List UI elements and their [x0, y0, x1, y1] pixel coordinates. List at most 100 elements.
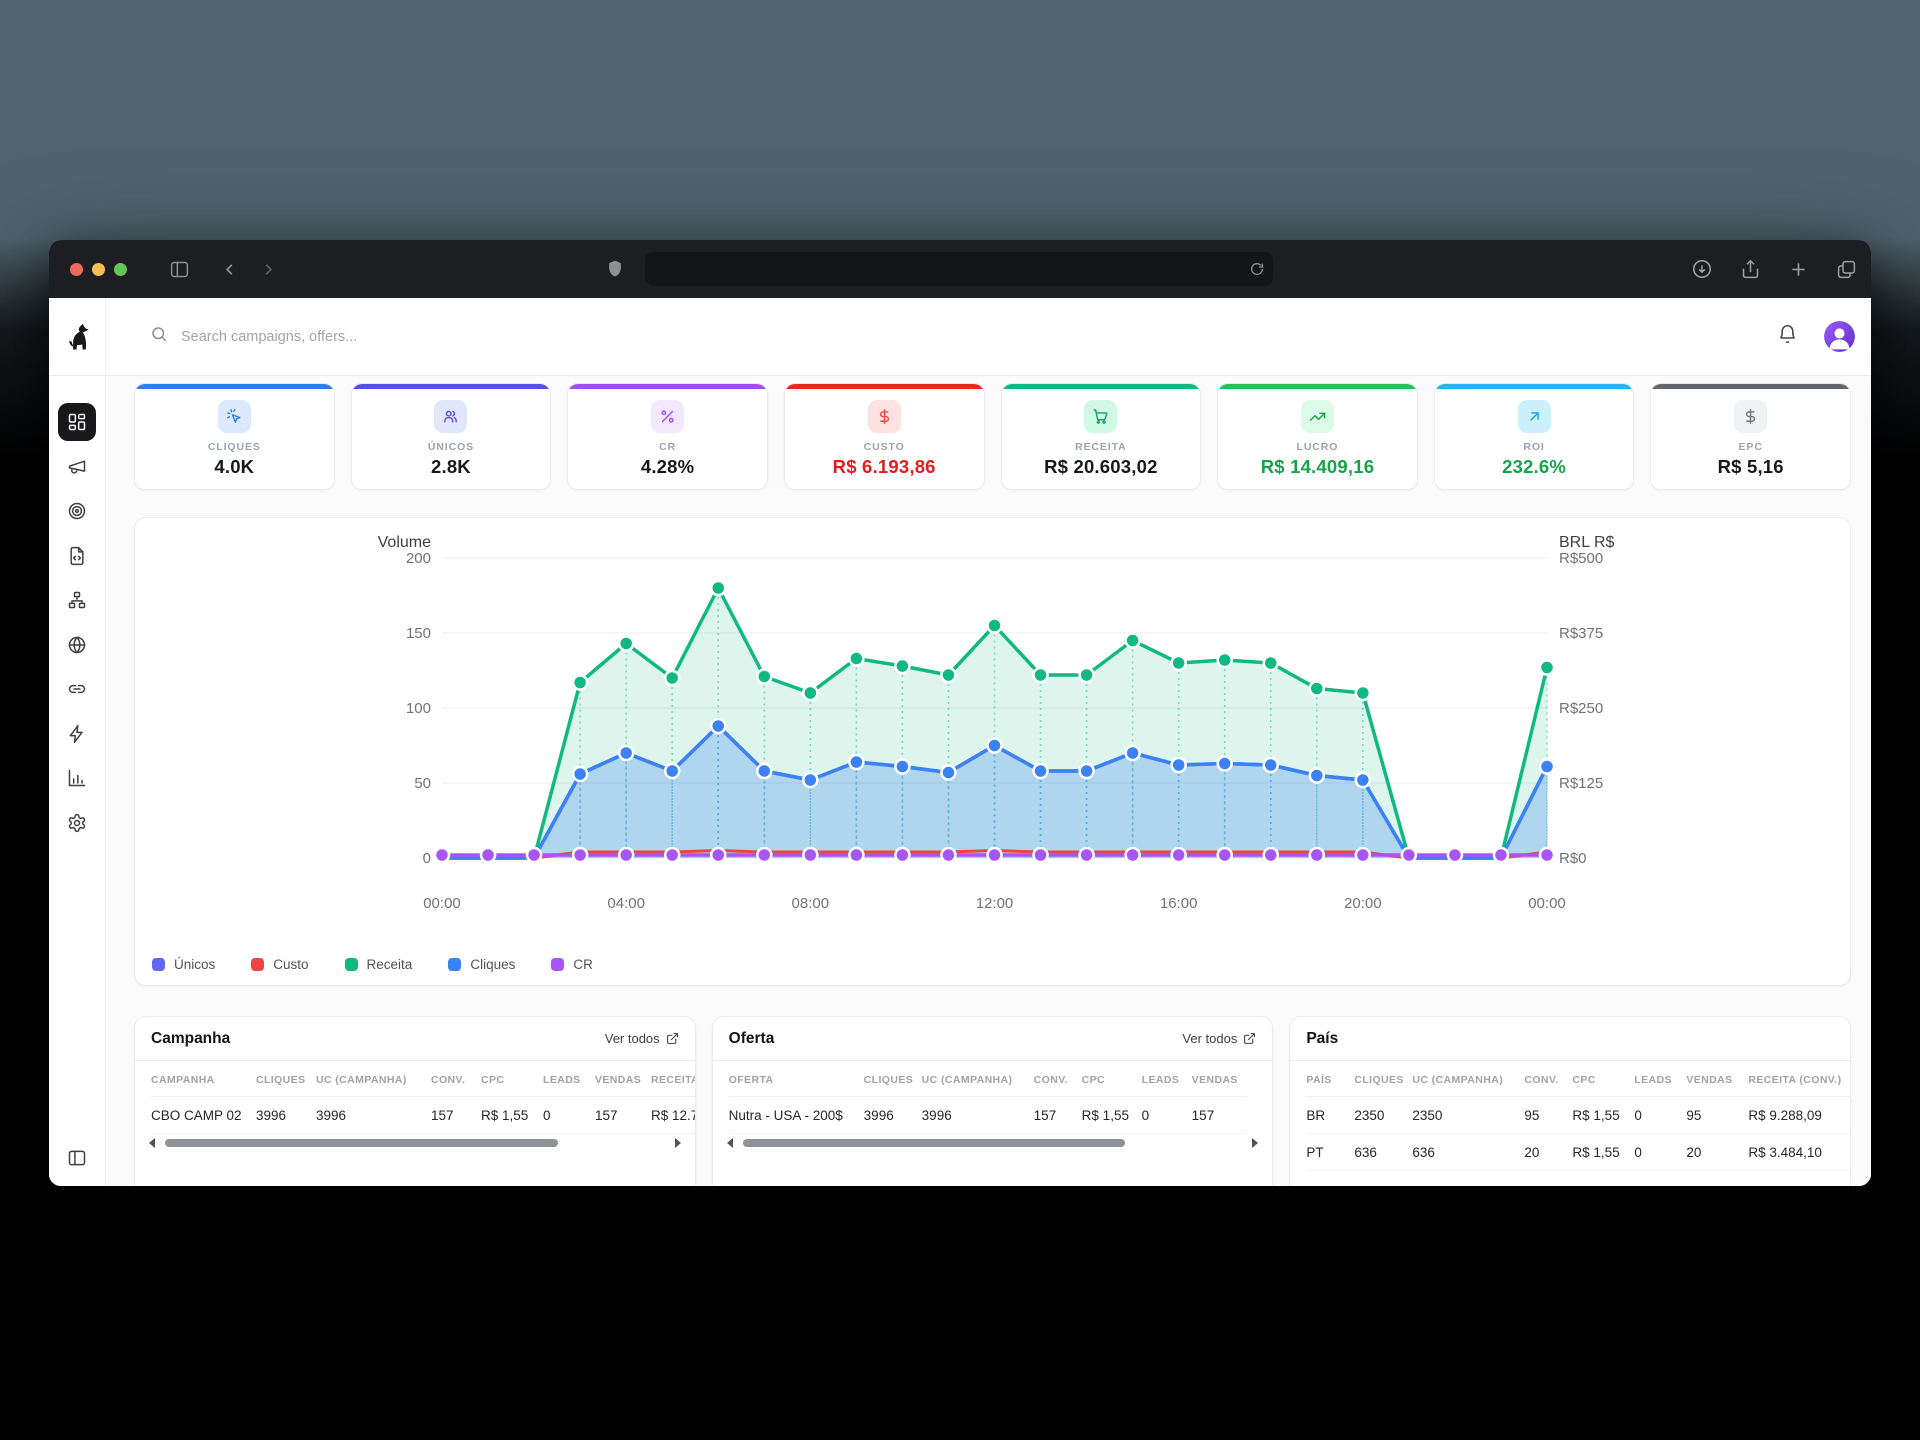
scrollbar-track[interactable] [163, 1139, 667, 1147]
scrollbar-thumb[interactable] [165, 1139, 558, 1147]
svg-text:R$0: R$0 [1559, 850, 1587, 867]
kpi-label: EPC [1738, 441, 1763, 453]
column-header: CPC [1572, 1061, 1635, 1097]
sidebar-item-settings[interactable] [58, 804, 96, 842]
browser-window: Search campaigns, offers... CLIQUES 4.0K Ú [49, 240, 1871, 1186]
see-all-link[interactable]: Ver todos [605, 1031, 679, 1046]
legend-item-cr[interactable]: CR [551, 957, 593, 972]
table-card-oferta: Oferta Ver todos OFERTA CLIQUES UC (CAMPANHA… [711, 1016, 1274, 1186]
kpi-icon-chip [1734, 400, 1768, 433]
table-row[interactable]: Nutra - USA - 200$ 3996 3996 157 R$ 1,55 0 157 [728, 1096, 1273, 1134]
sidebar-item-automation[interactable] [58, 715, 96, 753]
traffic-lights [70, 262, 127, 276]
column-header: OFERTA [728, 1061, 864, 1097]
horizontal-scrollbar[interactable] [713, 1134, 1273, 1148]
sidebar-item-funnels[interactable] [58, 581, 96, 619]
sidebar-item-landing-pages[interactable] [58, 537, 96, 575]
kpi-icon-chip [651, 400, 685, 433]
legend-label: Receita [366, 957, 413, 972]
svg-text:Volume: Volume [378, 534, 431, 551]
horizontal-scrollbar[interactable] [135, 1134, 695, 1148]
kpi-card-receita: RECEITA R$ 20.603,02 [1000, 383, 1202, 490]
table-cell: 0 [1141, 1096, 1192, 1134]
sidebar-collapse-icon[interactable] [49, 1148, 105, 1168]
svg-text:08:00: 08:00 [792, 895, 830, 912]
kpi-card-custo: CUSTO R$ 6.193,86 [783, 383, 985, 490]
table-row[interactable]: BR 2350 2350 95 R$ 1,55 0 95 R$ 9.288,09 [1306, 1096, 1851, 1134]
shield-icon[interactable] [605, 259, 625, 279]
kpi-row: CLIQUES 4.0K ÚNICOS 2.8K CR 4.28% CUSTO R$ 6.19… [134, 383, 1851, 490]
sidebar-item-domains[interactable] [58, 626, 96, 664]
kpi-value: R$ 14.409,16 [1260, 456, 1375, 477]
new-tab-icon[interactable] [1788, 259, 1809, 280]
table-cell: 157 [431, 1096, 481, 1134]
dog-logo-icon [69, 323, 89, 349]
user-avatar[interactable] [1824, 321, 1855, 352]
legend-label: Únicos [174, 957, 216, 972]
link-icon [68, 684, 86, 694]
cart-icon [1093, 409, 1108, 424]
traffic-chart-svg[interactable]: 200 R$500 150 R$375 100 R$250 50 R$125 0 R$0 Volum… [135, 518, 1851, 986]
search-input[interactable]: Search campaigns, offers... [181, 328, 358, 345]
reload-icon[interactable] [1249, 261, 1265, 277]
table-cell: 3996 [256, 1096, 316, 1134]
app-header: Search campaigns, offers... [49, 298, 1871, 376]
kpi-label: CLIQUES [207, 441, 261, 453]
column-header: CLIQUES [256, 1061, 316, 1097]
minimize-button[interactable] [92, 262, 105, 276]
external-link-icon [1244, 1033, 1256, 1044]
table-scroll-area[interactable]: OFERTA CLIQUES UC (CAMPANHA) CONV. CPC LEADS V… [713, 1061, 1273, 1134]
table-cell: 95 [1686, 1096, 1749, 1134]
sidebar-item-offers[interactable] [58, 492, 96, 530]
downloads-icon[interactable] [1691, 258, 1713, 280]
tab-overview-icon[interactable] [1836, 259, 1857, 280]
dollar-icon [879, 409, 889, 424]
forward-icon[interactable] [259, 260, 278, 279]
legend-swatch [251, 958, 265, 971]
kpi-card-roi: ROI 232.6% [1433, 383, 1635, 490]
sidebar-item-campaigns[interactable] [58, 448, 96, 486]
scroll-left-arrow-icon[interactable] [149, 1138, 155, 1148]
notifications-bell-icon[interactable] [1777, 324, 1798, 350]
scroll-right-arrow-icon[interactable] [1252, 1138, 1259, 1148]
table-cell: R$ 3.484,10 [1748, 1133, 1851, 1171]
scrollbar-track[interactable] [741, 1139, 1245, 1147]
column-header: CONV. [1033, 1061, 1082, 1097]
svg-text:04:00: 04:00 [607, 895, 645, 912]
legend-item-únicos[interactable]: Únicos [152, 957, 215, 972]
column-header: UC (CAMPANHA) [316, 1061, 431, 1097]
bar-chart-icon [68, 769, 86, 787]
table-row[interactable]: PT 636 636 20 R$ 1,55 0 20 R$ 3.484,10 [1306, 1133, 1851, 1171]
sidebar-item-dashboard[interactable] [58, 403, 96, 441]
table-scroll-area[interactable]: CAMPANHA CLIQUES UC (CAMPANHA) CONV. CPC LEAD… [135, 1061, 695, 1134]
legend-item-custo[interactable]: Custo [251, 957, 309, 972]
kpi-accent-bar [135, 384, 334, 389]
column-header: CONV. [1524, 1061, 1573, 1097]
svg-text:150: 150 [406, 625, 431, 642]
column-header: RECEITA [651, 1061, 695, 1097]
see-all-link[interactable]: Ver todos [1182, 1031, 1256, 1046]
table-scroll-area[interactable]: PAÍS CLIQUES UC (CAMPANHA) CONV. CPC LEADS VEN… [1290, 1061, 1851, 1171]
scroll-right-arrow-icon[interactable] [674, 1138, 681, 1148]
scroll-left-arrow-icon[interactable] [726, 1138, 733, 1148]
external-link-icon [666, 1033, 678, 1044]
zoom-button[interactable] [114, 262, 127, 276]
back-icon[interactable] [220, 260, 239, 279]
legend-item-receita[interactable]: Receita [344, 957, 413, 972]
browser-sidebar-icon[interactable] [169, 259, 190, 280]
sidebar-item-links[interactable] [58, 670, 96, 708]
app-logo[interactable] [49, 298, 106, 375]
kpi-label: RECEITA [1075, 441, 1127, 453]
global-search[interactable]: Search campaigns, offers... [106, 298, 1777, 375]
sidebar-item-reports[interactable] [58, 759, 96, 797]
url-bar[interactable] [645, 252, 1273, 286]
column-header: LEADS [543, 1061, 595, 1097]
scrollbar-thumb[interactable] [742, 1139, 1126, 1147]
kpi-label: ÚNICOS [427, 441, 475, 453]
megaphone-icon [68, 459, 86, 474]
legend-swatch [551, 958, 565, 971]
share-icon[interactable] [1740, 259, 1761, 280]
legend-item-cliques[interactable]: Cliques [448, 957, 515, 972]
close-button[interactable] [70, 262, 83, 276]
